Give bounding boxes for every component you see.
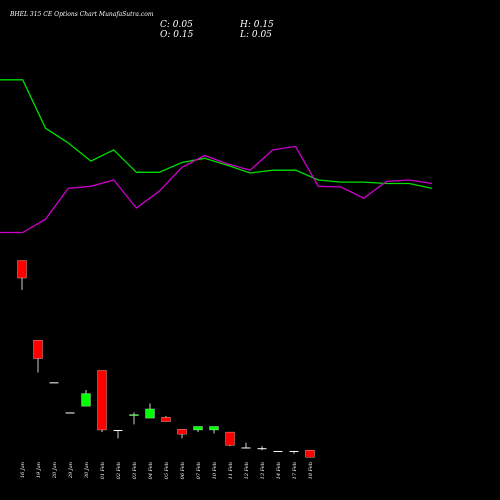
candle-body: [177, 429, 187, 435]
x-tick-label: 07 Feb: [196, 462, 202, 479]
candle-body: [33, 340, 43, 359]
x-tick-label: 05 Feb: [164, 462, 170, 479]
candle-body: [161, 417, 171, 422]
candle-body: [145, 408, 155, 419]
x-tick-label: 04 Feb: [148, 462, 154, 479]
candle-body: [49, 382, 59, 384]
candle-body: [257, 448, 267, 450]
candle-body: [113, 429, 123, 431]
x-tick-label: 17 Feb: [292, 462, 298, 479]
candle-body: [97, 370, 107, 431]
candle-body: [17, 260, 27, 279]
line-series: [0, 145, 433, 234]
chart-title: BHEL 315 CE Options Chart MunafaSutra.co…: [9, 11, 154, 18]
candle-body: [305, 450, 315, 458]
x-tick-label: 16 Jan: [20, 462, 26, 478]
candle-body: [129, 414, 139, 416]
x-tick-label: 03 Feb: [132, 462, 138, 479]
candle-body: [209, 426, 219, 431]
x-tick-label: 02 Feb: [116, 462, 122, 479]
ohlc-open: O: 0.15: [160, 30, 194, 40]
x-tick-label: 11 Feb: [228, 462, 234, 479]
x-tick-label: 12 Feb: [244, 462, 250, 479]
ohlc-low: L: 0.05: [239, 30, 272, 40]
candle-body: [65, 412, 75, 414]
x-tick-label: 19 Jan: [36, 462, 42, 478]
line-series: [0, 79, 433, 190]
x-tick-label: 30 Jan: [84, 462, 90, 478]
candle-body: [225, 431, 235, 446]
x-tick-label: 20 Jan: [52, 462, 58, 479]
x-tick-label: 10 Feb: [212, 462, 218, 479]
x-tick-label: 13 Feb: [260, 462, 266, 479]
candle-body: [81, 393, 91, 407]
x-tick-label: 14 Feb: [276, 462, 282, 479]
x-tick-label: 29 Jan: [68, 462, 74, 479]
x-tick-label: 18 Feb: [308, 462, 314, 479]
x-tick-label: 01 Feb: [100, 462, 106, 479]
ohlc-high: H: 0.15: [239, 20, 274, 30]
x-tick-label: 06 Feb: [180, 462, 186, 479]
candle-body: [193, 426, 203, 431]
candle-body: [289, 450, 299, 452]
ohlc-close: C: 0.05: [160, 20, 193, 30]
candle-body: [273, 450, 283, 452]
candle-body: [241, 447, 251, 449]
